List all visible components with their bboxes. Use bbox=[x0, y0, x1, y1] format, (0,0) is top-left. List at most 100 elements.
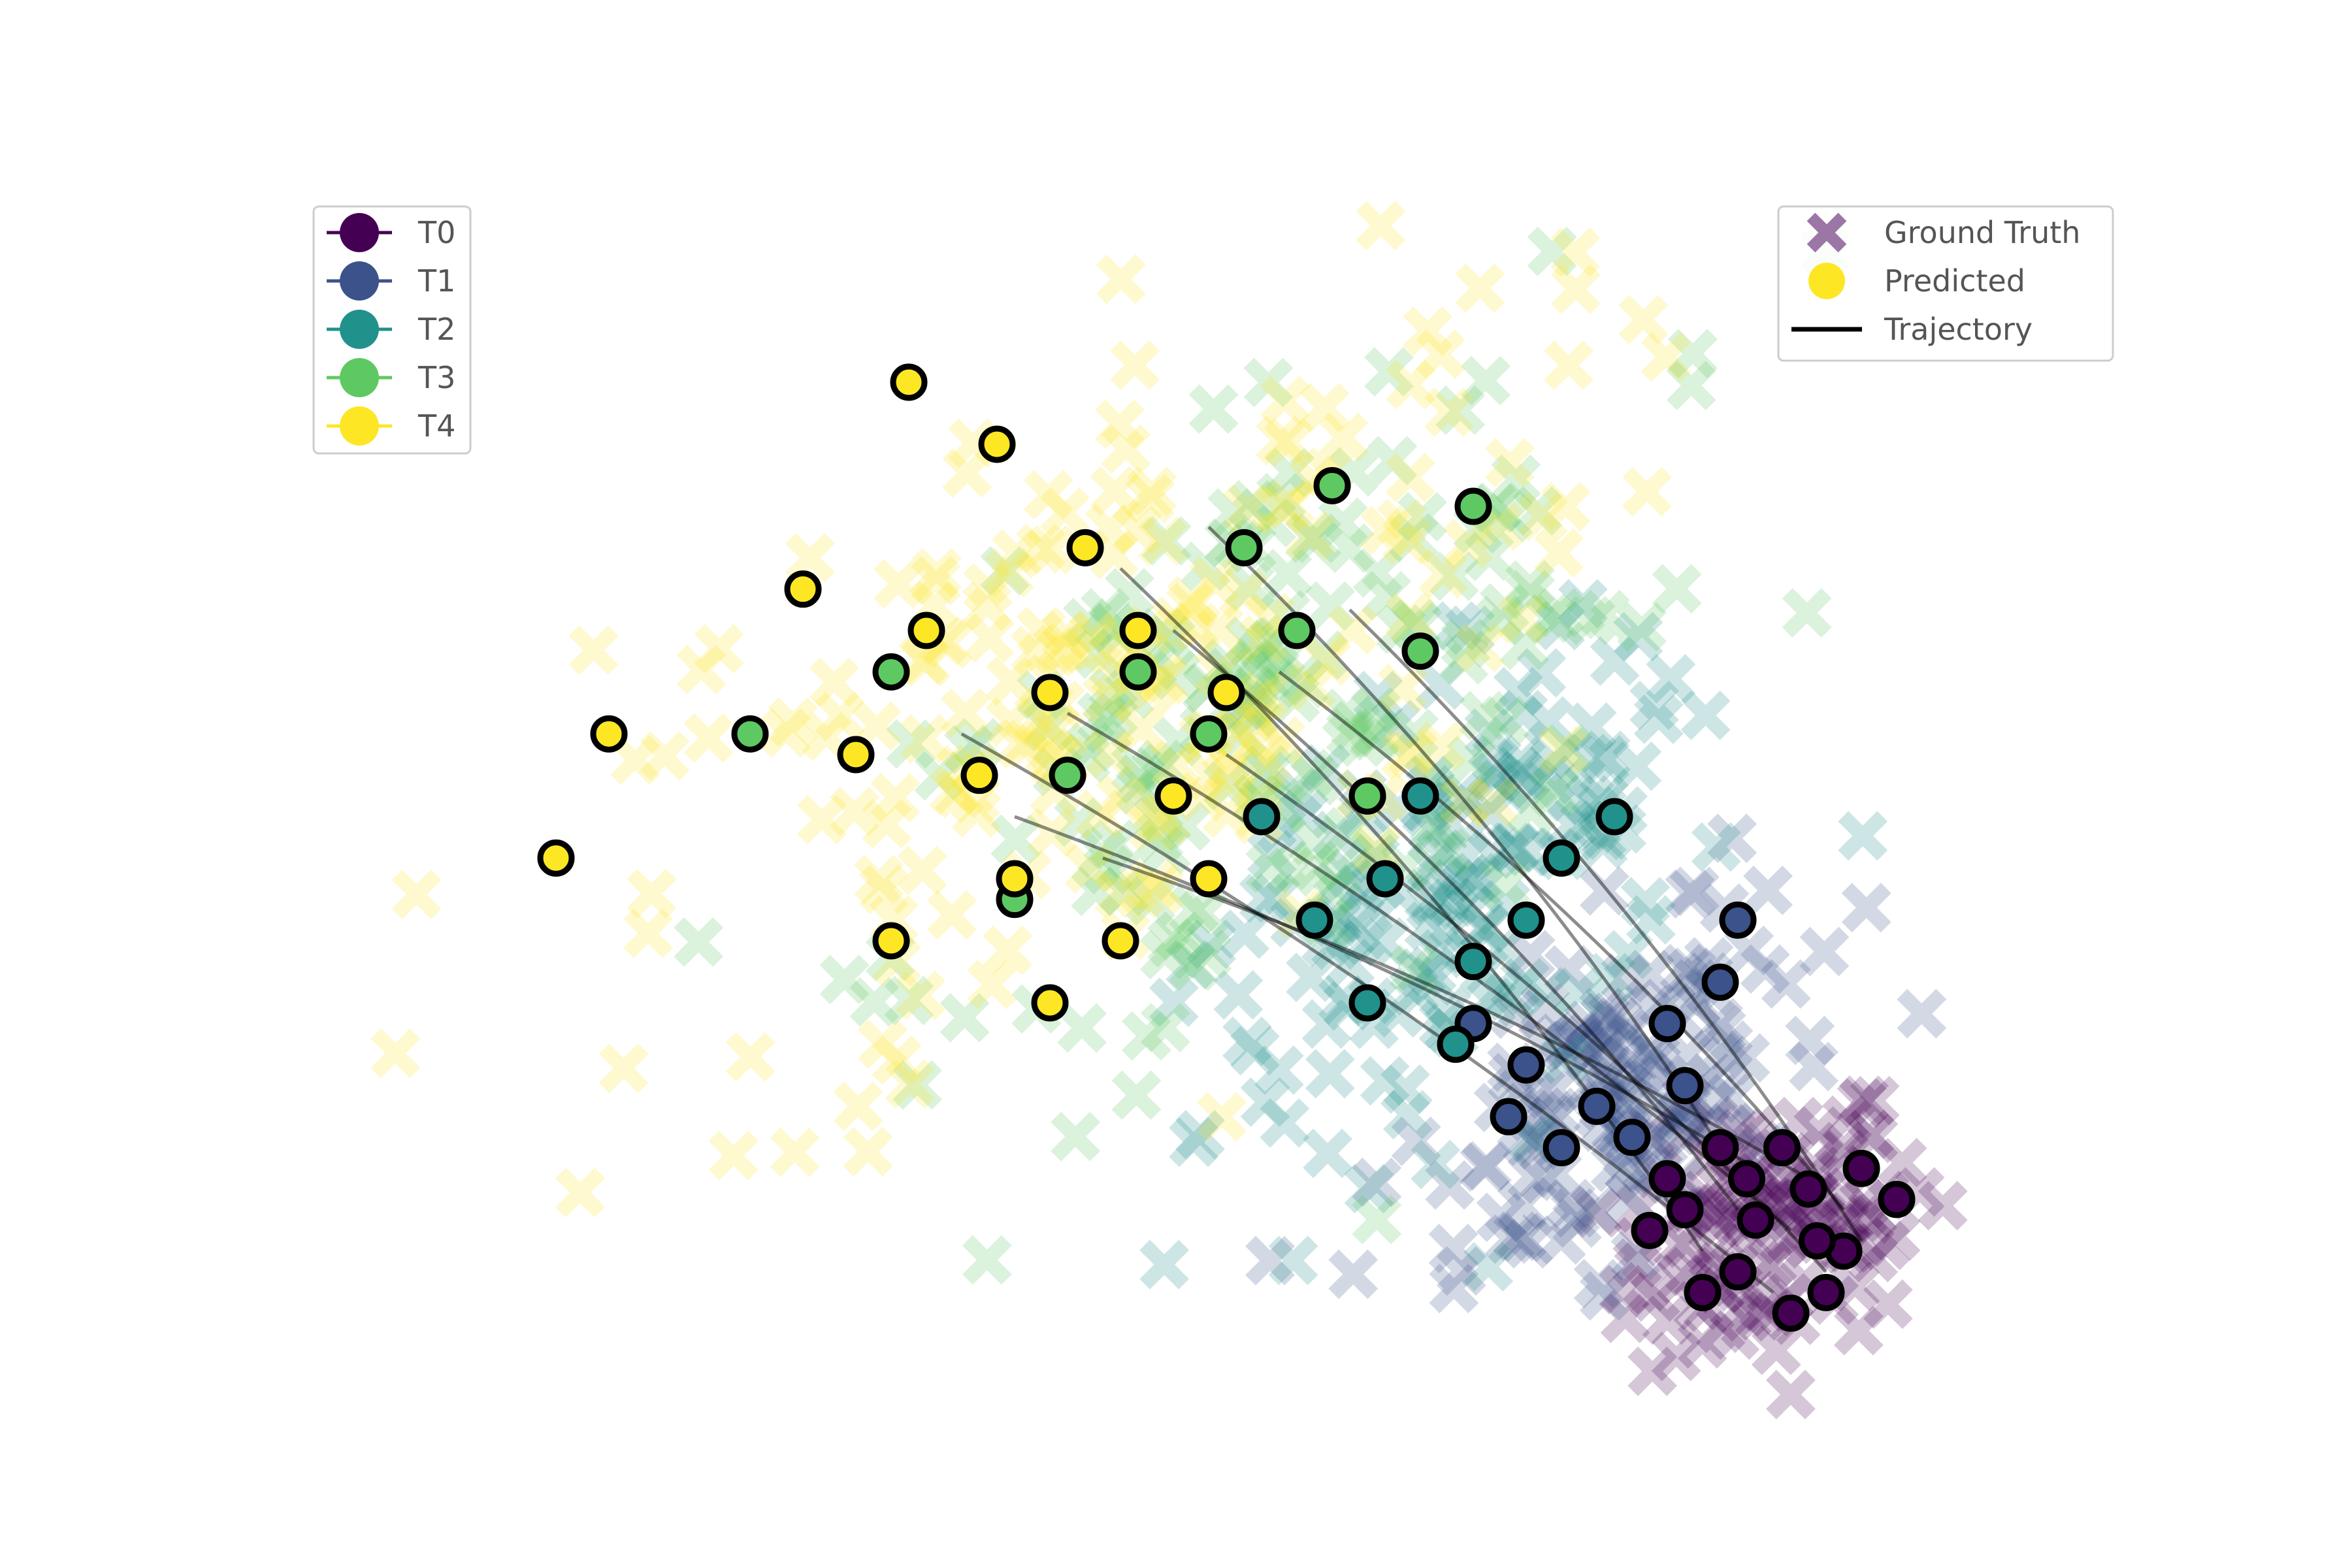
ground-truth-point bbox=[1075, 789, 1126, 840]
ground-truth-point bbox=[1222, 1016, 1272, 1066]
ground-truth-point bbox=[1544, 945, 1594, 995]
ground-truth-point bbox=[1074, 629, 1124, 679]
ground-truth-point bbox=[967, 960, 1017, 1009]
ground-truth-point bbox=[872, 1035, 922, 1085]
ground-truth-point bbox=[1740, 944, 1790, 994]
ground-truth-point bbox=[1486, 822, 1537, 872]
ground-truth-point bbox=[1617, 602, 1667, 652]
ground-truth-point bbox=[1455, 623, 1505, 673]
ground-truth-point bbox=[1461, 355, 1511, 406]
ground-truth-point bbox=[1620, 1262, 1671, 1312]
ground-truth-point bbox=[1524, 593, 1575, 644]
predicted-point bbox=[1348, 777, 1386, 815]
ground-truth-point bbox=[1356, 201, 1406, 251]
ground-truth-point bbox=[1303, 1128, 1353, 1179]
ground-truth-point bbox=[1245, 1235, 1295, 1286]
trajectory-layer bbox=[960, 525, 1863, 1294]
predicted-point bbox=[1296, 901, 1333, 939]
ground-truth-point bbox=[708, 1130, 759, 1181]
ground-truth-point bbox=[1360, 1056, 1410, 1106]
ground-truth-point bbox=[1218, 569, 1269, 619]
ground-truth-point bbox=[1484, 1214, 1535, 1264]
ground-truth-point bbox=[1141, 825, 1191, 874]
ground-truth-point bbox=[1352, 1194, 1402, 1245]
predicted-point bbox=[1119, 612, 1157, 649]
predicted-point bbox=[1454, 487, 1492, 525]
ground-truth-point bbox=[1697, 1198, 1748, 1248]
ground-truth-point bbox=[1386, 359, 1436, 410]
ground-truth-point bbox=[1537, 725, 1588, 775]
ground-truth-point bbox=[1111, 1070, 1162, 1120]
ground-truth-point bbox=[1425, 798, 1475, 849]
ground-truth-point bbox=[1593, 996, 1643, 1047]
ground-truth-point bbox=[1558, 579, 1608, 629]
ground-truth-point bbox=[901, 637, 951, 687]
ground-truth-point bbox=[1090, 819, 1140, 869]
ground-truth-point bbox=[1391, 1117, 1441, 1166]
ground-truth-point bbox=[1301, 636, 1352, 686]
ground-truth-point bbox=[914, 751, 964, 801]
ground-truth-point bbox=[1435, 385, 1486, 435]
style-legend: Ground Truth Predicted Trajectory bbox=[1777, 205, 2114, 362]
ground-truth-point bbox=[1096, 774, 1146, 824]
ground-truth-point bbox=[1343, 915, 1394, 966]
predicted-point bbox=[590, 715, 628, 753]
predicted-point bbox=[1243, 798, 1281, 836]
ground-truth-point bbox=[1407, 842, 1457, 892]
ground-truth-point bbox=[1837, 1078, 1887, 1128]
predicted-point bbox=[1666, 1067, 1704, 1105]
ground-truth-point bbox=[797, 794, 847, 845]
ground-truth-point bbox=[1662, 1030, 1712, 1080]
ground-truth-point bbox=[1491, 454, 1541, 504]
ground-truth-point bbox=[1082, 674, 1132, 724]
predicted-point bbox=[907, 612, 945, 649]
ground-truth-point bbox=[1177, 772, 1227, 822]
ground-truth-point bbox=[1710, 1310, 1760, 1360]
ground-truth-point bbox=[962, 1235, 1012, 1285]
ground-truth-point bbox=[1695, 1303, 1746, 1354]
ground-truth-point bbox=[1256, 657, 1306, 707]
ground-truth-point bbox=[1256, 716, 1306, 766]
ground-truth-point bbox=[1472, 734, 1522, 785]
ground-truth-point bbox=[1507, 1151, 1558, 1201]
ground-truth-point bbox=[1459, 904, 1509, 954]
ground-truth-point bbox=[1601, 953, 1651, 1004]
ground-truth-point bbox=[1222, 483, 1273, 534]
predicted-point bbox=[1278, 612, 1316, 649]
ground-truth-point bbox=[1659, 943, 1710, 994]
ground-truth-point bbox=[1525, 755, 1575, 805]
ground-truth-point bbox=[1094, 868, 1145, 919]
predicted-point bbox=[1366, 860, 1404, 898]
ground-truth-point bbox=[1241, 751, 1290, 802]
ground-truth-point bbox=[1696, 1005, 1746, 1055]
ground-truth-point bbox=[1328, 605, 1378, 655]
ground-truth-point bbox=[830, 787, 879, 837]
ground-truth-point bbox=[1360, 505, 1411, 555]
predicted-point bbox=[1684, 1273, 1722, 1311]
legend-label: T1 bbox=[417, 263, 455, 299]
ground-truth-point bbox=[1254, 1045, 1304, 1095]
ground-truth-point bbox=[1535, 600, 1585, 651]
ground-truth-point bbox=[1578, 1028, 1628, 1078]
ground-truth-point bbox=[1247, 830, 1297, 880]
legend-label: Trajectory bbox=[1884, 312, 2033, 347]
predicted-point bbox=[1701, 1129, 1739, 1167]
ground-truth-point bbox=[1175, 1109, 1225, 1160]
ground-truth-point bbox=[1023, 702, 1073, 752]
predicted-point bbox=[1348, 984, 1386, 1022]
predicted-point bbox=[1507, 1046, 1545, 1084]
legend-label: T3 bbox=[417, 360, 455, 395]
ground-truth-point bbox=[1492, 746, 1543, 796]
ground-truth-point bbox=[1691, 822, 1741, 872]
ground-truth-point bbox=[768, 697, 818, 747]
ground-truth-point bbox=[1541, 482, 1591, 532]
ground-truth-point bbox=[1605, 1144, 1655, 1194]
ground-truth-point bbox=[1032, 625, 1083, 675]
legend-label: T4 bbox=[417, 408, 455, 444]
ground-truth-point bbox=[1588, 992, 1639, 1042]
ground-truth-point bbox=[1328, 1249, 1379, 1299]
ground-truth-point bbox=[912, 547, 962, 598]
ground-truth-point bbox=[1838, 1179, 1889, 1229]
predicted-point bbox=[1049, 757, 1086, 794]
